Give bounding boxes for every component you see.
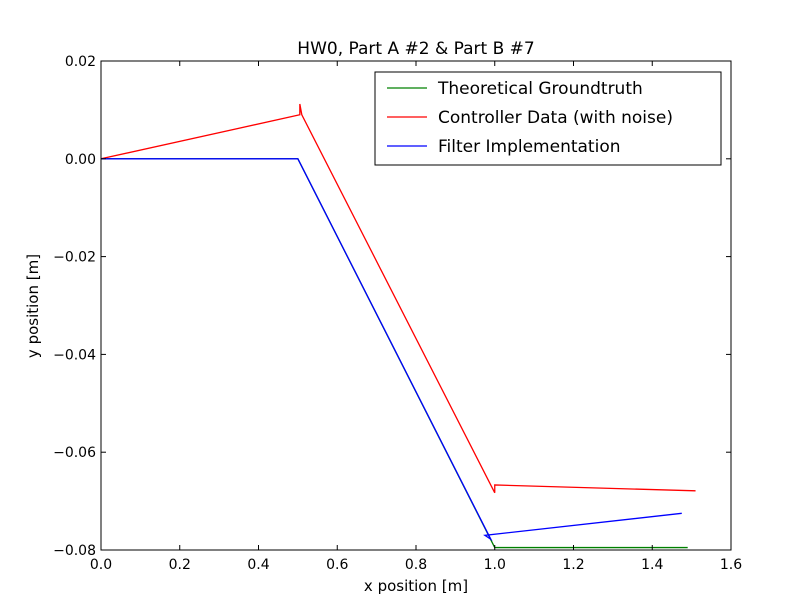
x-tick-label: 0.4 xyxy=(247,557,269,573)
x-axis-label: x position [m] xyxy=(364,577,468,595)
series-layer xyxy=(100,103,696,549)
y-tick-label: 0.00 xyxy=(65,152,96,168)
y-tick-label: −0.06 xyxy=(53,445,96,461)
series-line-1 xyxy=(100,103,696,494)
x-tick-label: 1.6 xyxy=(720,557,742,573)
y-tick-label: −0.02 xyxy=(53,250,96,266)
legend-box xyxy=(374,71,722,166)
x-tick-label: 0.0 xyxy=(90,557,112,573)
y-axis-label: y position [m] xyxy=(24,254,42,358)
x-tick-label: 0.2 xyxy=(169,557,191,573)
legend-label: Controller Data (with noise) xyxy=(438,108,673,128)
y-tick-label: −0.04 xyxy=(53,347,96,363)
chart-title: HW0, Part A #2 & Part B #7 xyxy=(297,39,534,59)
legend-label: Theoretical Groundtruth xyxy=(437,79,643,99)
x-tick-label: 0.8 xyxy=(405,557,427,573)
y-tick-label: 0.02 xyxy=(65,54,96,70)
x-tick-label: 1.2 xyxy=(562,557,584,573)
x-tick-label: 1.0 xyxy=(484,557,506,573)
legend-label: Filter Implementation xyxy=(438,137,621,157)
series-line-2 xyxy=(101,158,682,542)
plot-frame xyxy=(100,60,732,551)
x-tick-label: 1.4 xyxy=(641,557,663,573)
tick-layer: 0.0 0.2 0.4 0.6 0.8 1.0 1.2 1.4 1.6 0.02 0.00 −0.02… xyxy=(53,54,742,573)
y-tick-label: −0.08 xyxy=(53,543,96,559)
legend: Theoretical Groundtruth Controller Data (… xyxy=(374,71,722,166)
x-tick-label: 0.6 xyxy=(326,557,348,573)
